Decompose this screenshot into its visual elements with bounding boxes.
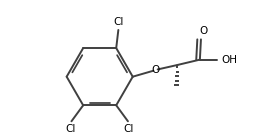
Text: Cl: Cl bbox=[65, 124, 76, 134]
Text: Cl: Cl bbox=[124, 124, 134, 134]
Text: O: O bbox=[199, 26, 207, 36]
Text: OH: OH bbox=[221, 55, 237, 65]
Text: Cl: Cl bbox=[113, 17, 124, 27]
Text: O: O bbox=[151, 65, 159, 75]
